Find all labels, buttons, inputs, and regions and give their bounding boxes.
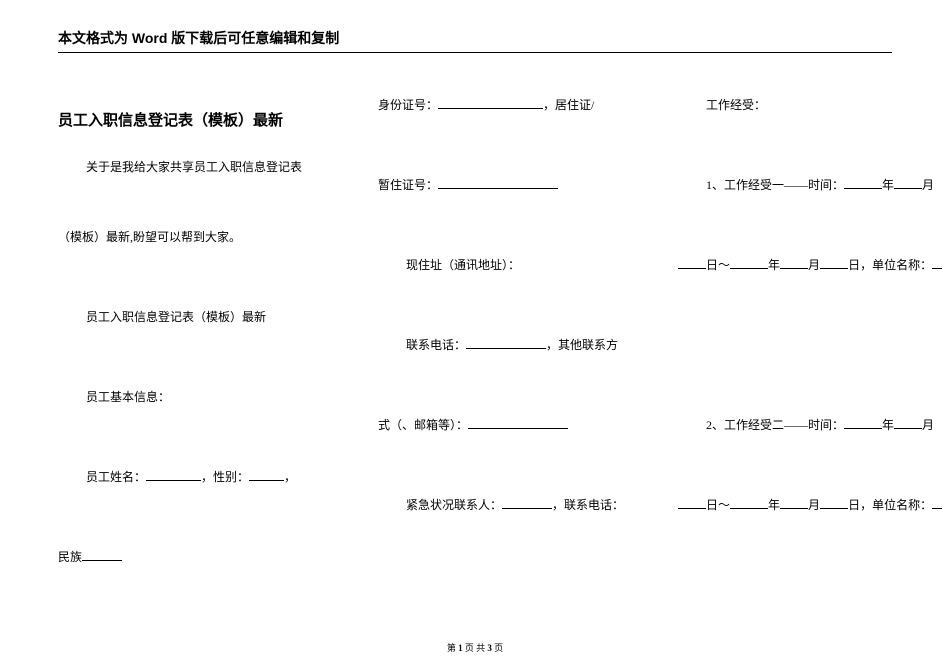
exp1-year: 年 [882,178,894,192]
exp1-year2: 年 [768,258,780,272]
intro-paragraph-1: 关于是我给大家共享员工入职信息登记表 [86,157,302,179]
address-row: 现住址（通讯地址）： [406,255,520,277]
exp2-row: 2、工作经受二——时间： 年 月 [706,415,934,437]
footer-mid: 页 共 [463,643,488,653]
document-content: 员工入职信息登记表（模板）最新 关于是我给大家共享员工入职信息登记表 （模板）最… [58,75,892,632]
emergency-row: 紧急状况联系人： ，联系电话： [406,495,624,517]
exp2-day-blank [678,497,706,509]
ethnic-row: 民族 [58,547,122,569]
header-text: 本文格式为 Word 版下载后可任意编辑和复制 [58,30,339,46]
exp2-unit-label: ，单位名称： [860,498,932,512]
intro-paragraph-2: （模板）最新,盼望可以帮到大家。 [58,227,241,249]
exp1-month2: 月 [808,258,820,272]
emergency-label: 紧急状况联系人： [406,498,502,512]
name-blank [146,469,201,481]
page-header: 本文格式为 Word 版下载后可任意编辑和复制 [58,28,892,53]
page-footer: 第 1 页 共 3 页 [0,641,950,654]
exp2-year2-blank [730,497,768,509]
gender-blank [249,469,284,481]
email-blank [468,417,568,429]
footer-suffix: 页 [492,643,503,653]
exp1-month-blank [894,177,922,189]
exp1-day-blank [678,257,706,269]
subtitle-repeat: 员工入职信息登记表（模板）最新 [86,307,266,329]
id-label: 身份证号： [378,98,438,112]
tilde-2: ～ [718,498,730,512]
exp1-year2-blank [730,257,768,269]
exp2-date-unit-row: 日～年月日，单位名称： [678,495,942,517]
exp2-year: 年 [882,418,894,432]
exp1-day: 日 [706,258,718,272]
exp1-month2-blank [780,257,808,269]
temp-id-row: 暂住证号： [378,175,558,197]
work-exp-label: 工作经受： [706,95,766,117]
trailing-comma: ， [284,470,296,484]
email-row: 式（、邮箱等）： [378,415,568,437]
gender-label: ，性别： [201,470,249,484]
footer-prefix: 第 [447,643,458,653]
id-row: 身份证号： ，居住证/ [378,95,594,117]
basic-info-label: 员工基本信息： [86,387,170,409]
address-label: 现住址（通讯地址）： [406,258,520,272]
exp2-year-blank [844,417,882,429]
exp2-label: 2、工作经受二——时间： [706,418,844,432]
name-label: 员工姓名： [86,470,146,484]
ethnic-label: 民族 [58,550,82,564]
exp2-day2: 日 [848,498,860,512]
email-label: 式（、邮箱等）： [378,418,468,432]
phone-row: 联系电话： ，其他联系方 [406,335,618,357]
phone-label: 联系电话： [406,338,466,352]
name-gender-row: 员工姓名： ，性别： ， [86,467,296,489]
phone-blank [466,337,546,349]
exp2-month: 月 [922,418,934,432]
exp2-year2: 年 [768,498,780,512]
exp1-year-blank [844,177,882,189]
exp1-date-unit-row: 日～年月日，单位名称： [678,255,942,277]
residence-sep: ，居住证/ [543,98,594,112]
temp-blank [438,177,558,189]
ethnic-blank [82,549,122,561]
tilde-1: ～ [718,258,730,272]
exp1-month: 月 [922,178,934,192]
document-title: 员工入职信息登记表（模板）最新 [58,109,283,130]
exp2-month2-blank [780,497,808,509]
exp2-month2: 月 [808,498,820,512]
exp1-row: 1、工作经受一——时间： 年 月 [706,175,934,197]
emergency-name-blank [502,497,552,509]
temp-label: 暂住证号： [378,178,438,192]
exp1-unit-blank [932,257,942,269]
exp2-month-blank [894,417,922,429]
emergency-sep: ，联系电话： [552,498,624,512]
exp1-day2-blank [820,257,848,269]
phone-sep: ，其他联系方 [546,338,618,352]
exp2-day: 日 [706,498,718,512]
exp2-day2-blank [820,497,848,509]
exp2-unit-blank [932,497,942,509]
exp1-day2: 日 [848,258,860,272]
exp1-label: 1、工作经受一——时间： [706,178,844,192]
id-blank [438,97,543,109]
exp1-unit-label: ，单位名称： [860,258,932,272]
